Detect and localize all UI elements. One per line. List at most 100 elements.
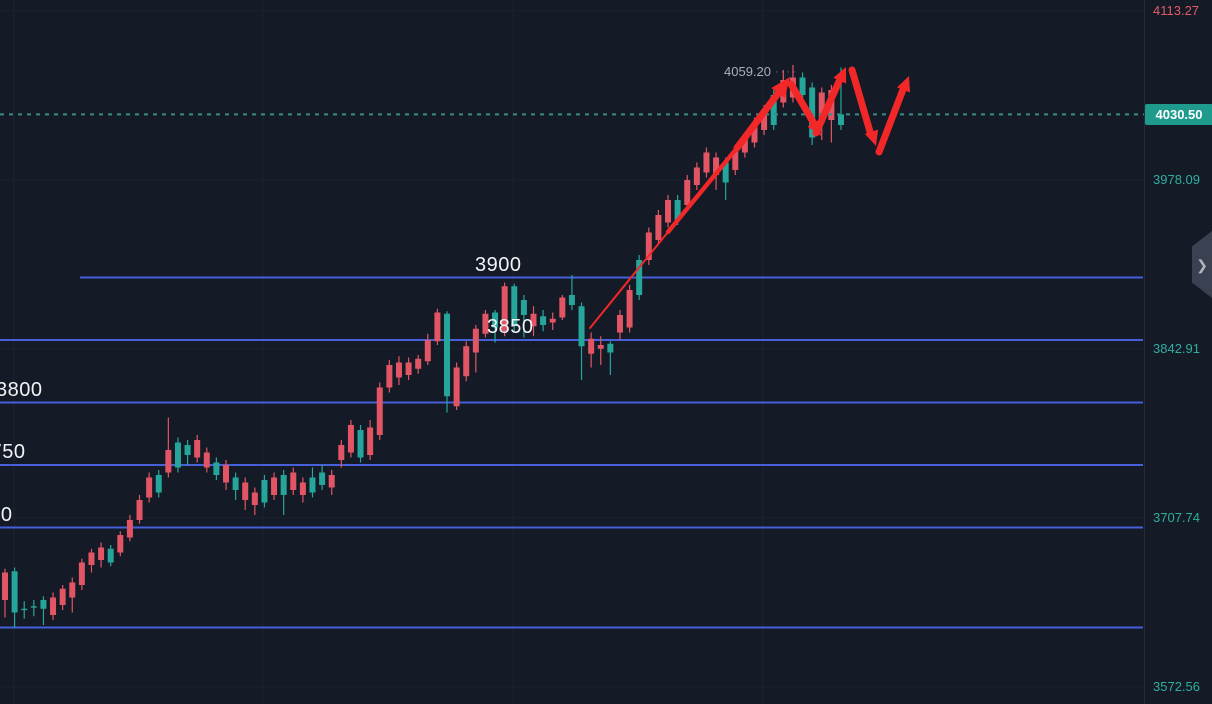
candle-body (453, 367, 460, 407)
candle-body (530, 313, 537, 327)
candle-body (722, 162, 729, 183)
candle-body (271, 477, 278, 495)
axis-label-3707.74: 3707.74 (1153, 509, 1200, 525)
candle-body (395, 362, 402, 378)
candle-body (251, 492, 258, 505)
level-label-3750: 3750 (0, 441, 26, 463)
candle-body (107, 548, 114, 563)
candle-body (376, 387, 383, 435)
candle-body (223, 465, 230, 483)
rally-arrow-line[interactable] (589, 231, 669, 329)
level-label-3900: 3900 (475, 253, 522, 276)
candle-body (434, 312, 441, 342)
candle-body (568, 295, 575, 305)
candle-body (424, 340, 431, 362)
candle-body (309, 477, 316, 493)
candle-body (117, 535, 124, 553)
candle-body (770, 95, 777, 125)
candle-body (818, 92, 825, 123)
chart-pane[interactable]: 4059.20 ···· 3900 3850 3800 3750 3700 (0, 0, 1144, 704)
candle-body (626, 290, 633, 328)
candlestick-canvas[interactable] (0, 0, 1144, 704)
candle-body (540, 316, 547, 325)
candle-body (809, 87, 816, 138)
candle-body (328, 475, 335, 488)
candle-body (357, 430, 364, 458)
candle-body (665, 200, 672, 223)
candle-body (837, 114, 844, 125)
candle-body (472, 328, 479, 353)
bounce-arrow-1-head (833, 67, 847, 84)
candle-body (21, 608, 28, 611)
axis-label-3572.56: 3572.56 (1153, 678, 1200, 694)
pullback-arrow-1-line[interactable] (787, 80, 820, 131)
candle-body (607, 343, 614, 353)
candle-body (88, 552, 95, 565)
candle-body (415, 358, 422, 369)
rally-arrow-line[interactable] (733, 88, 783, 152)
level-label-3800: 3800 (0, 378, 43, 401)
swing-high-price-text: 4059.20 (724, 64, 771, 79)
swing-high-dots: ···· (775, 66, 798, 78)
bounce-arrow-1-line[interactable] (812, 73, 845, 137)
candle-body (799, 77, 806, 95)
candle-body (645, 232, 652, 260)
candle-body (50, 597, 57, 615)
candle-body (693, 167, 700, 185)
candle-body (232, 477, 239, 490)
candle-body (59, 588, 66, 605)
candle-body (299, 482, 306, 495)
panel-expand-tab[interactable]: ❯ (1192, 231, 1212, 298)
candle-body (319, 472, 326, 485)
axis-label-4113.27: 4113.27 (1153, 2, 1200, 18)
candle-body (597, 345, 604, 349)
candle-body (174, 442, 181, 468)
candle-body (741, 137, 748, 153)
candle-body (155, 475, 162, 493)
candle-body (501, 286, 508, 332)
bounce-arrow-2-head (896, 76, 911, 93)
candle-body (559, 297, 566, 318)
candle-body (136, 500, 143, 520)
candle-body (761, 110, 768, 130)
candle-body (165, 450, 172, 473)
candle-body (69, 582, 76, 598)
level-label-3700: 3700 (0, 503, 13, 526)
candle-body (703, 152, 710, 173)
level-label-3850: 3850 (487, 316, 534, 338)
last-price-tag: 4030.50 (1145, 103, 1212, 125)
candle-body (674, 200, 681, 220)
candle-body (242, 482, 249, 500)
candle-body (713, 157, 720, 175)
candle-body (492, 312, 499, 328)
candle-body (684, 180, 691, 205)
chevron-right-icon: ❯ (1196, 256, 1208, 273)
price-axis[interactable]: 4030.50 4113.27 3978.09 3842.91 3707.74 3572… (1144, 0, 1212, 704)
candle-body (751, 122, 758, 143)
candle-body (655, 215, 662, 240)
candle-body (444, 313, 451, 397)
pullback-arrow-2-line[interactable] (848, 66, 875, 139)
candle-body (482, 313, 489, 334)
candle-body (347, 425, 354, 453)
candle-body (203, 452, 210, 468)
candle-body (40, 600, 47, 609)
candle-body (98, 547, 105, 560)
candle-body (386, 365, 393, 388)
swing-high-price-label: 4059.20 ···· (724, 64, 798, 79)
candle-body (194, 440, 201, 458)
candle-body (213, 462, 220, 475)
candle-body (2, 572, 8, 600)
candle-body (184, 445, 191, 455)
candle-body (367, 427, 374, 455)
candle-body (126, 520, 133, 538)
candle-body (511, 286, 518, 327)
candle-body (636, 260, 643, 295)
candle-body (588, 338, 595, 354)
candle-body (520, 300, 527, 315)
bounce-arrow-2-line[interactable] (875, 83, 908, 156)
rally-arrow-line[interactable] (665, 145, 740, 235)
candle-body (549, 318, 556, 323)
candle-body (578, 306, 585, 347)
